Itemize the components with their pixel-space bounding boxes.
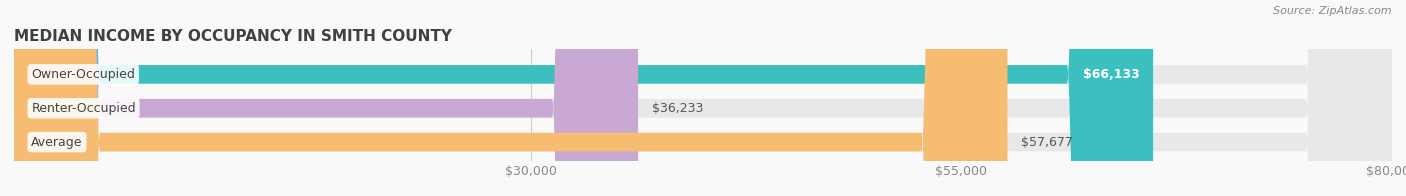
FancyBboxPatch shape (14, 0, 1153, 196)
Text: $36,233: $36,233 (652, 102, 703, 115)
FancyBboxPatch shape (14, 0, 1008, 196)
FancyBboxPatch shape (14, 0, 1392, 196)
FancyBboxPatch shape (14, 0, 638, 196)
Text: Average: Average (31, 136, 83, 149)
FancyBboxPatch shape (14, 0, 1392, 196)
Text: Renter-Occupied: Renter-Occupied (31, 102, 136, 115)
Text: MEDIAN INCOME BY OCCUPANCY IN SMITH COUNTY: MEDIAN INCOME BY OCCUPANCY IN SMITH COUN… (14, 29, 453, 44)
Text: $57,677: $57,677 (1021, 136, 1073, 149)
Text: $66,133: $66,133 (1083, 68, 1139, 81)
Text: Owner-Occupied: Owner-Occupied (31, 68, 135, 81)
Text: Source: ZipAtlas.com: Source: ZipAtlas.com (1274, 6, 1392, 16)
FancyBboxPatch shape (14, 0, 1392, 196)
